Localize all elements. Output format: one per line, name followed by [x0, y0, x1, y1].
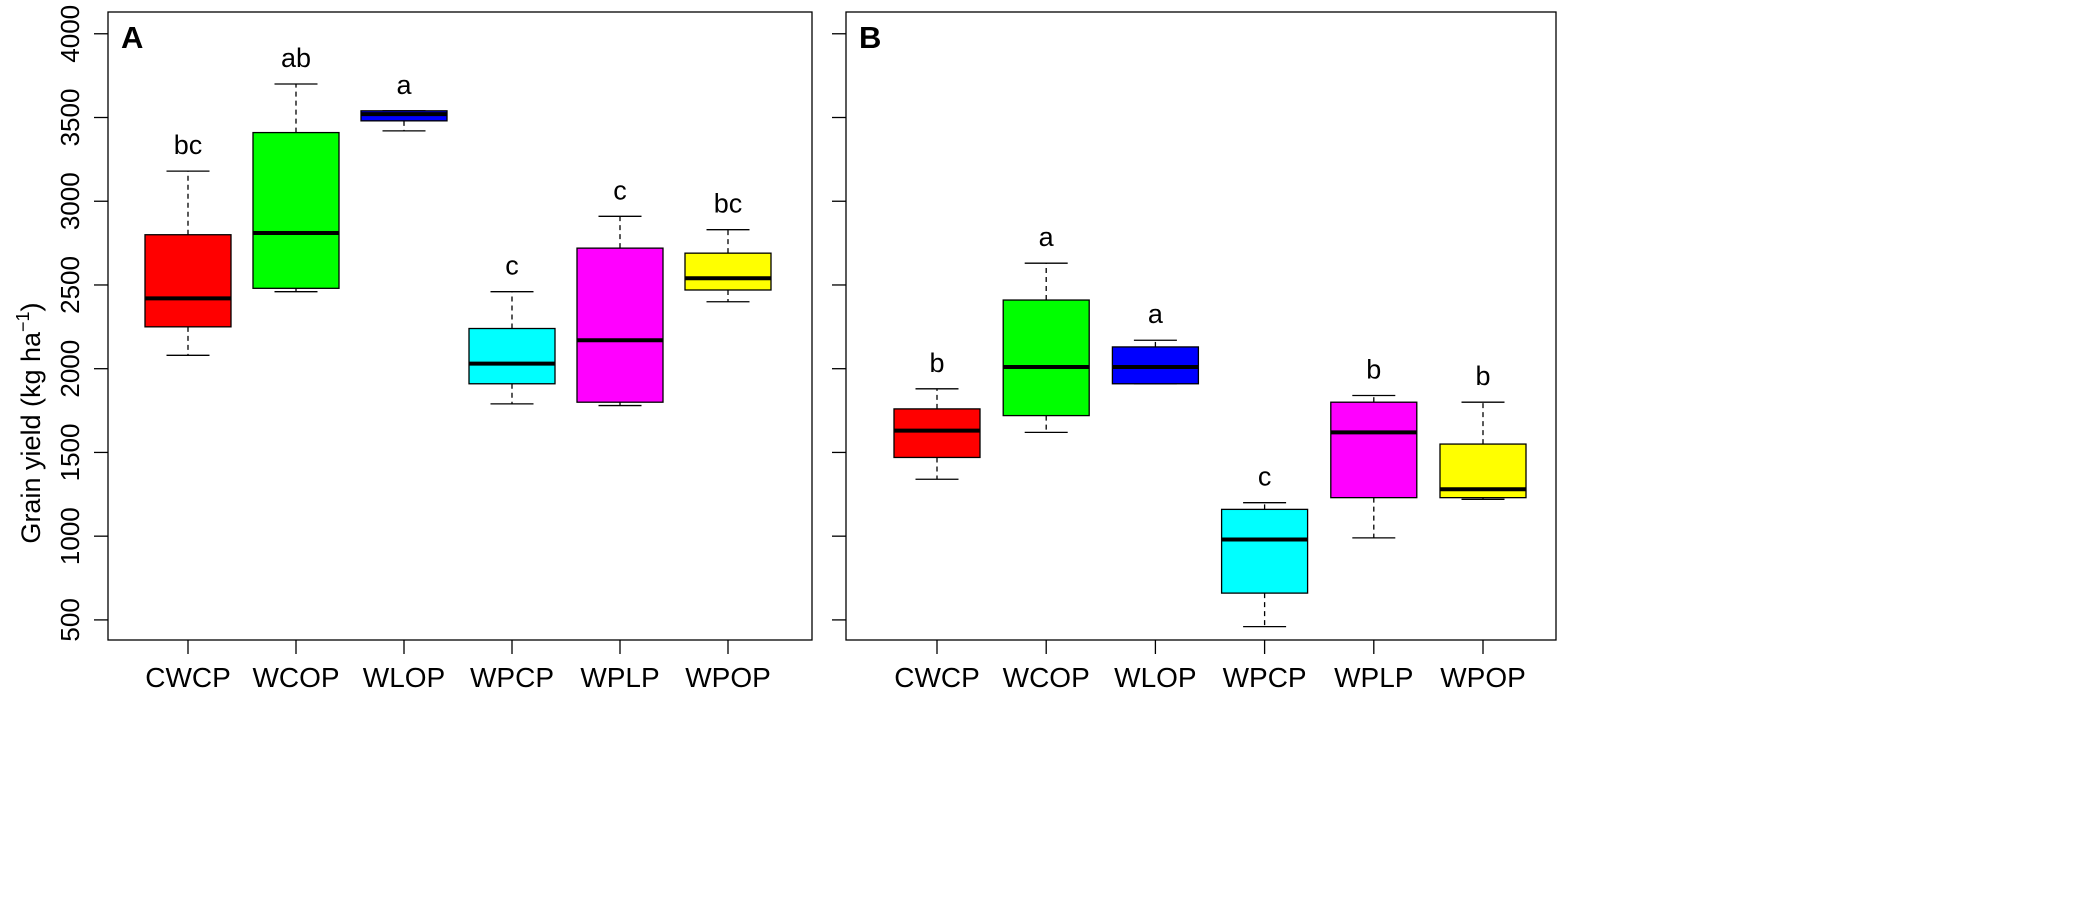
- panel-label: B: [859, 20, 881, 55]
- plot-frame: [845, 11, 1557, 641]
- x-tick-label: CWCP: [894, 662, 980, 693]
- x-tick-label: WPOP: [1440, 662, 1526, 693]
- x-tick-label: CWCP: [145, 662, 231, 693]
- y-tick-label: 4000: [55, 5, 85, 63]
- x-tick-label: WPCP: [470, 662, 554, 693]
- box-wcop: [1002, 299, 1090, 417]
- y-axis-label-superscript: −1: [13, 311, 33, 332]
- y-tick-label: 1000: [55, 507, 85, 565]
- significance-letter: b: [1366, 354, 1381, 384]
- x-tick-label: WPOP: [685, 662, 771, 693]
- box-cwcp: [144, 234, 232, 328]
- box-wpcp: [468, 327, 556, 385]
- box-wplp: [576, 247, 664, 403]
- significance-letter: bc: [174, 130, 203, 160]
- box-wplp: [1330, 401, 1418, 499]
- x-tick-label: WPLP: [580, 662, 659, 693]
- panel-label: A: [121, 20, 143, 55]
- y-axis-label: Grain yield (kg ha−1): [13, 302, 46, 543]
- x-tick-label: WCOP: [1003, 662, 1090, 693]
- significance-letter: b: [929, 348, 944, 378]
- significance-letter: c: [505, 251, 519, 281]
- box-wpop: [684, 252, 772, 291]
- y-tick-label: 500: [55, 598, 85, 641]
- significance-letter: a: [396, 70, 412, 100]
- significance-letter: a: [1039, 222, 1055, 252]
- plot-frame: [107, 11, 813, 641]
- significance-letter: c: [1258, 462, 1272, 492]
- box-wpcp: [1220, 508, 1309, 594]
- significance-letter: b: [1475, 361, 1490, 391]
- significance-letter: ab: [281, 43, 311, 73]
- x-tick-label: WPCP: [1223, 662, 1307, 693]
- y-tick-label: 1500: [55, 424, 85, 482]
- significance-letter: a: [1148, 299, 1164, 329]
- y-axis-label-text: Grain yield (kg ha: [16, 331, 46, 544]
- x-tick-label: WPLP: [1334, 662, 1413, 693]
- y-tick-label: 3000: [55, 172, 85, 230]
- x-tick-label: WLOP: [363, 662, 445, 693]
- y-axis-label-closing: ): [16, 302, 46, 311]
- box-wcop: [252, 131, 340, 289]
- panel-b: Bb CWCP a WCOP a WLOP c WPCP b WPLP b WPOP: [832, 11, 1557, 693]
- y-tick-label: 3500: [55, 89, 85, 147]
- y-tick-label: 2500: [55, 256, 85, 314]
- x-tick-label: WLOP: [1114, 662, 1196, 693]
- significance-letter: bc: [714, 189, 743, 219]
- significance-letter: c: [613, 175, 627, 205]
- x-tick-label: WCOP: [252, 662, 339, 693]
- y-tick-label: 2000: [55, 340, 85, 398]
- box-cwcp: [893, 408, 981, 459]
